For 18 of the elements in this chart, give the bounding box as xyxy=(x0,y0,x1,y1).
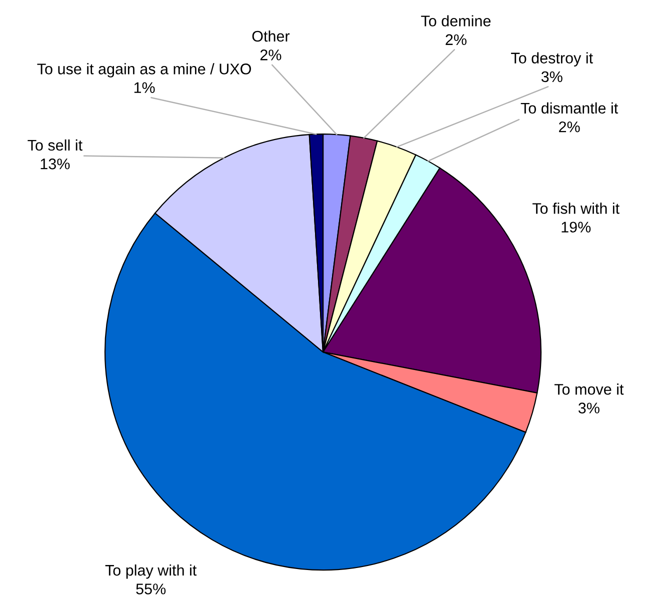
slice-label: To sell it xyxy=(28,139,82,151)
data-label: 2% xyxy=(559,121,580,132)
slice-label: Other xyxy=(252,30,290,42)
slice-label: To fish with it xyxy=(532,202,620,214)
slice-label: To move it xyxy=(554,384,624,395)
data-label: 13% xyxy=(40,158,70,170)
slice-label: To use it again as a mine / UXO xyxy=(37,63,251,78)
data-label: 55% xyxy=(136,584,166,594)
data-label: 3% xyxy=(578,402,600,414)
data-label: 2% xyxy=(446,34,466,46)
data-label: 1% xyxy=(134,82,155,93)
slice-label: To demine xyxy=(421,15,491,26)
slice-label: To play with it xyxy=(105,564,197,579)
data-label: 3% xyxy=(541,71,562,82)
data-label: 19% xyxy=(562,222,591,233)
slice-label: To destroy it xyxy=(511,52,593,66)
data-label: 2% xyxy=(260,50,282,60)
slice-label: To dismantle it xyxy=(520,102,618,114)
